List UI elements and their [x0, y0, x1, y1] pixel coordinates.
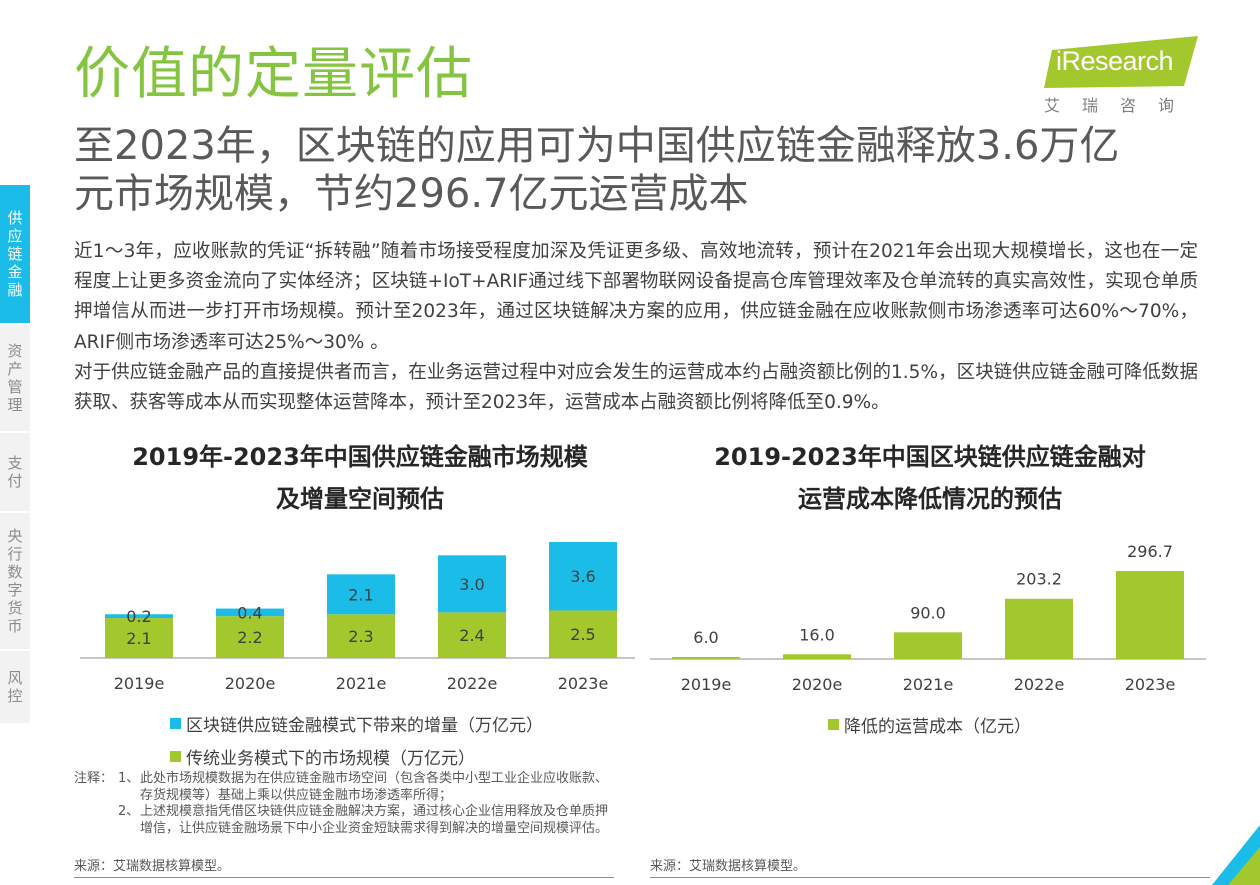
- side-nav: 供应链金融 资产管理 支付 央行数字货币 风控: [0, 185, 30, 725]
- chart-2: 6.0 2019e 16.0 2020e 90.0 2021e 203.2 2022e 296.…: [650, 542, 1206, 694]
- page-title: 价值的定量评估: [74, 42, 473, 107]
- data-label: 3.0: [459, 575, 484, 594]
- bar-increment: [549, 542, 617, 611]
- data-label: 2.3: [348, 627, 373, 646]
- bar-cost-reduction: [894, 632, 962, 659]
- x-tick-label: 2022e: [1014, 675, 1065, 694]
- x-tick-label: 2021e: [336, 674, 387, 693]
- legend-label: 传统业务模式下的市场规模（万亿元）: [186, 749, 475, 769]
- data-label: 16.0: [799, 625, 835, 644]
- bar-cost-reduction: [672, 657, 740, 659]
- footer-rule-left: [74, 877, 614, 878]
- data-label: 90.0: [910, 603, 946, 622]
- logo-subtitle: 艾瑞咨询: [1044, 96, 1197, 115]
- nav-label: 风控: [7, 669, 23, 705]
- data-label: 2.4: [459, 626, 484, 645]
- bar-traditional: [216, 616, 284, 658]
- data-label: 203.2: [1016, 570, 1062, 589]
- footnote-text: 此处市场规模数据为在供应链金融市场空间（包含各类中小型工业企业应收账款、 存货规…: [140, 771, 609, 803]
- data-label: 6.0: [693, 628, 718, 647]
- chart-2-title-line-2: 运营成本降低情况的预估: [798, 485, 1062, 513]
- legend-label: 区块链供应链金融模式下带来的增量（万亿元）: [186, 716, 543, 736]
- nav-label: 供应链金融: [7, 209, 23, 299]
- nav-item-payment[interactable]: 支付: [0, 433, 30, 513]
- chart-2-legend: 降低的运营成本（亿元）: [828, 712, 1031, 737]
- bar-cost-reduction: [1116, 571, 1184, 659]
- nav-label: 资产管理: [7, 342, 23, 414]
- footnote-number: 2、: [118, 804, 140, 819]
- data-label: 2.1: [126, 629, 151, 648]
- data-label: 296.7: [1127, 542, 1173, 561]
- bar-traditional: [327, 614, 395, 658]
- footnote-label: 注释：: [74, 771, 114, 786]
- bar-increment: [327, 574, 395, 615]
- legend-label: 降低的运营成本（亿元）: [844, 717, 1031, 737]
- x-tick-label: 2019e: [114, 674, 165, 693]
- x-tick-label: 2020e: [792, 675, 843, 694]
- body-paragraph-2: 对于供应链金融产品的直接提供者而言，在业务运营过程中对应会发生的运营成本约占融资…: [74, 361, 1198, 414]
- x-tick-label: 2023e: [558, 674, 609, 693]
- chart-2-title: 2019-2023年中国区块链供应链金融对 运营成本降低情况的预估: [650, 436, 1210, 520]
- headline-line-2: 元市场规模，节约296.7亿元运营成本: [74, 171, 749, 217]
- nav-item-risk-control[interactable]: 风控: [0, 651, 30, 725]
- chart-1-legend-increment: 区块链供应链金融模式下带来的增量（万亿元）: [170, 711, 543, 736]
- bar-traditional: [438, 612, 506, 658]
- logo-text: iResearch: [1056, 46, 1174, 76]
- bar-cost-reduction: [783, 654, 851, 659]
- data-label: 2.5: [570, 625, 595, 644]
- x-tick-label: 2020e: [225, 674, 276, 693]
- bar-increment: [216, 608, 284, 617]
- nav-item-asset-management[interactable]: 资产管理: [0, 325, 30, 433]
- headline-line-1: 至2023年，区块链的应用可为中国供应链金融释放3.6万亿: [74, 123, 1120, 169]
- body-paragraph-1: 近1～3年，应收账款的凭证“拆转融”随着市场接受程度加深及凭证更多级、高效地流转…: [74, 241, 1198, 353]
- x-tick-label: 2019e: [681, 675, 732, 694]
- footnote-1: 注释： 1、 此处市场规模数据为在供应链金融市场空间（包含各类中小型工业企业应收…: [74, 771, 620, 804]
- nav-label: 央行数字货币: [7, 527, 23, 635]
- body-text: 近1～3年，应收账款的凭证“拆转融”随着市场接受程度加深及凭证更多级、高效地流转…: [74, 237, 1198, 418]
- data-label: 0.4: [237, 603, 262, 622]
- bar-increment: [438, 555, 506, 613]
- headline: 至2023年，区块链的应用可为中国供应链金融释放3.6万亿 元市场规模，节约29…: [74, 122, 1204, 218]
- footnote-2: 2、 上述规模意指凭借区块链供应链金融解决方案，通过核心企业信用释放及仓单质押增…: [74, 804, 620, 837]
- footnote-number: 1、: [118, 771, 140, 786]
- x-tick-label: 2021e: [903, 675, 954, 694]
- bar-cost-reduction: [1005, 598, 1073, 659]
- corner-decoration-icon: [1212, 825, 1260, 885]
- legend-swatch-blue: [170, 718, 181, 729]
- data-label: 2.1: [348, 585, 373, 604]
- iresearch-logo: iResearch 艾瑞咨询: [1040, 36, 1198, 115]
- source-left: 来源：艾瑞数据核算模型。: [74, 859, 231, 874]
- nav-label: 支付: [7, 454, 23, 490]
- bar-increment: [105, 614, 173, 619]
- legend-swatch-green: [828, 719, 839, 730]
- chart-1-title-line-1: 2019年-2023年中国供应链金融市场规模: [132, 443, 588, 471]
- nav-item-supply-chain-finance[interactable]: 供应链金融: [0, 185, 30, 325]
- chart-2-title-line-1: 2019-2023年中国区块链供应链金融对: [714, 443, 1146, 471]
- chart-1-title: 2019年-2023年中国供应链金融市场规模 及增量空间预估: [80, 436, 640, 520]
- legend-swatch-green: [170, 751, 181, 762]
- data-label: 2.2: [237, 628, 262, 647]
- nav-item-cbdc[interactable]: 央行数字货币: [0, 513, 30, 651]
- footer-rule-right: [650, 877, 1210, 878]
- footnotes: 注释： 1、 此处市场规模数据为在供应链金融市场空间（包含各类中小型工业企业应收…: [74, 771, 620, 837]
- chart-1: 2.1 0.2 2019e 2.2 0.4 2020e 2.3 2.1 2021e 2.4 3.0 2…: [80, 542, 635, 693]
- data-label: 0.2: [126, 607, 151, 626]
- bar-traditional: [105, 618, 173, 658]
- data-label: 3.6: [570, 567, 595, 586]
- chart-1-legend-traditional: 传统业务模式下的市场规模（万亿元）: [170, 744, 475, 769]
- x-tick-label: 2022e: [447, 674, 498, 693]
- chart-1-title-line-2: 及增量空间预估: [276, 485, 444, 513]
- logo-banner-icon: [1044, 36, 1198, 88]
- x-tick-label: 2023e: [1125, 675, 1176, 694]
- bar-traditional: [549, 610, 617, 658]
- source-right: 来源：艾瑞数据核算模型。: [650, 859, 807, 874]
- footnote-text: 上述规模意指凭借区块链供应链金融解决方案，通过核心企业信用释放及仓单质押增信，让…: [140, 804, 609, 836]
